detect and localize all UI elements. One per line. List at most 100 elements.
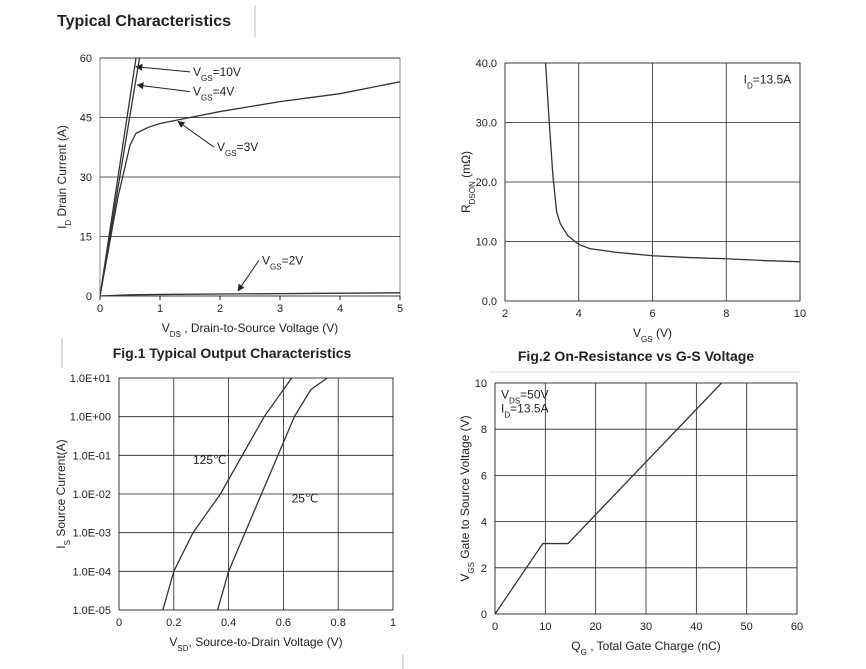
annotation: ID=13.5A — [744, 73, 792, 91]
data-line — [544, 63, 800, 263]
x-axis-label-part: GS — [641, 335, 653, 344]
data-line — [495, 383, 722, 614]
series-label-part: V — [262, 253, 270, 267]
series-label: VGS=2V — [262, 253, 303, 271]
annotation-part: I — [744, 73, 747, 87]
series-label-part: =3V — [237, 140, 259, 154]
x-tick-label: 2 — [217, 303, 223, 315]
annotation-part: D — [504, 410, 510, 419]
y-tick-label: 0.0 — [482, 296, 497, 308]
series-label: VGS=3V — [217, 140, 258, 158]
data-line — [217, 378, 328, 610]
y-tick-label: 6 — [481, 470, 487, 482]
x-tick-label: 5 — [397, 303, 403, 315]
series-label-part: V — [193, 85, 201, 99]
y-axis-label-part: GS — [467, 562, 476, 574]
x-axis-label-part: DS — [170, 330, 181, 339]
data-line — [100, 81, 400, 296]
x-axis-label-part: , Total Gate Charge (nC) — [587, 639, 721, 653]
y-tick-label: 1.0E+00 — [70, 412, 111, 424]
y-tick-label: 1.0E-02 — [72, 489, 111, 501]
x-tick-label: 0 — [97, 303, 103, 315]
x-tick-label: 0.6 — [276, 617, 291, 629]
y-tick-label: 40.0 — [476, 58, 497, 70]
y-axis-label: ID Drain Current (A) — [55, 125, 73, 229]
x-tick-label: 1 — [157, 303, 163, 315]
x-axis-label-part: , Drain-to-Source Voltage (V) — [181, 321, 338, 335]
x-tick-label: 0.2 — [166, 617, 181, 629]
y-axis-label-part: V — [458, 574, 472, 582]
y-axis-label-part: DSON — [468, 181, 477, 204]
series-label: VGS=4V — [193, 85, 234, 103]
y-tick-label: 1.0E-05 — [72, 605, 111, 617]
x-tick-label: 0.4 — [221, 617, 236, 629]
y-axis-label-part: Gate to Source Voltage (V) — [458, 415, 472, 562]
y-tick-label: 20.0 — [476, 177, 497, 189]
x-axis-label-part: Q — [571, 639, 580, 653]
y-axis-label: RDSON (mΩ) — [459, 151, 477, 213]
series-label-part: V — [193, 65, 201, 79]
annotation-part: =13.5A — [753, 73, 791, 87]
y-tick-label: 2 — [481, 563, 487, 575]
y-tick-label: 0 — [86, 291, 92, 303]
annotation-part: V — [501, 388, 509, 402]
y-tick-label: 60 — [80, 53, 92, 65]
series-label-part: V — [217, 140, 225, 154]
x-tick-label: 1 — [390, 617, 396, 629]
y-tick-label: 1.0E-03 — [72, 528, 111, 540]
series-label-part: =10V — [213, 65, 241, 79]
x-tick-label: 20 — [590, 621, 602, 633]
x-axis-label: VSD, Source-to-Drain Voltage (V) — [169, 635, 342, 653]
figure-caption: Fig.1 Typical Output Characteristics — [113, 345, 352, 361]
x-axis-label-part: (V) — [653, 326, 672, 340]
series-label: 125℃ — [193, 453, 227, 467]
x-axis-label-part: SD — [177, 644, 188, 653]
y-tick-label: 1.0E+01 — [70, 373, 111, 385]
x-tick-label: 10 — [539, 621, 551, 633]
x-tick-label: 3 — [277, 303, 283, 315]
x-axis-label-part: G — [581, 648, 587, 657]
y-tick-label: 4 — [481, 517, 487, 529]
x-axis-label-part: , Source-to-Drain Voltage (V) — [189, 635, 343, 649]
y-axis-label-part: D — [64, 220, 73, 226]
data-line — [100, 292, 400, 296]
x-tick-label: 6 — [649, 308, 655, 320]
series-label-part: GS — [201, 73, 213, 82]
x-tick-label: 0 — [492, 621, 498, 633]
y-tick-label: 45 — [80, 113, 92, 125]
annotation-part: I — [501, 401, 504, 415]
x-tick-label: 30 — [640, 621, 652, 633]
series-label-part: 125℃ — [193, 453, 227, 467]
series-label-part: =4V — [213, 85, 235, 99]
data-line — [162, 378, 293, 610]
x-tick-label: 4 — [576, 308, 582, 320]
x-tick-label: 0.8 — [331, 617, 346, 629]
page-title: Typical Characteristics — [57, 13, 231, 30]
y-tick-label: 0 — [481, 609, 487, 621]
y-axis-label-part: S — [63, 540, 72, 545]
label-arrow — [135, 63, 191, 73]
series-label: VGS=10V — [193, 65, 241, 83]
y-axis-label-part: R — [459, 204, 473, 213]
label-arrow — [237, 259, 260, 292]
y-tick-label: 1.0E-01 — [72, 450, 111, 462]
y-tick-label: 10 — [475, 378, 487, 390]
y-tick-label: 10.0 — [476, 237, 497, 249]
x-axis-label-part: V — [169, 635, 177, 649]
annotation-part: =13.5A — [510, 401, 548, 415]
series-label-part: GS — [225, 149, 237, 158]
x-tick-label: 4 — [337, 303, 343, 315]
annotation: ID=13.5A — [501, 401, 549, 419]
y-axis-label-part: Source Current(A) — [54, 439, 68, 540]
y-axis-label-part: I — [55, 226, 69, 229]
y-tick-label: 15 — [80, 232, 92, 244]
y-axis-label: VGS Gate to Source Voltage (V) — [458, 415, 476, 581]
y-axis-label-part: Drain Current (A) — [55, 125, 69, 220]
x-tick-label: 50 — [741, 621, 753, 633]
y-tick-label: 1.0E-04 — [72, 566, 111, 578]
y-tick-label: 30 — [80, 172, 92, 184]
annotation-part: =50V — [520, 388, 548, 402]
y-axis-label-part: (mΩ) — [459, 151, 473, 181]
series-label-part: =2V — [282, 253, 304, 267]
